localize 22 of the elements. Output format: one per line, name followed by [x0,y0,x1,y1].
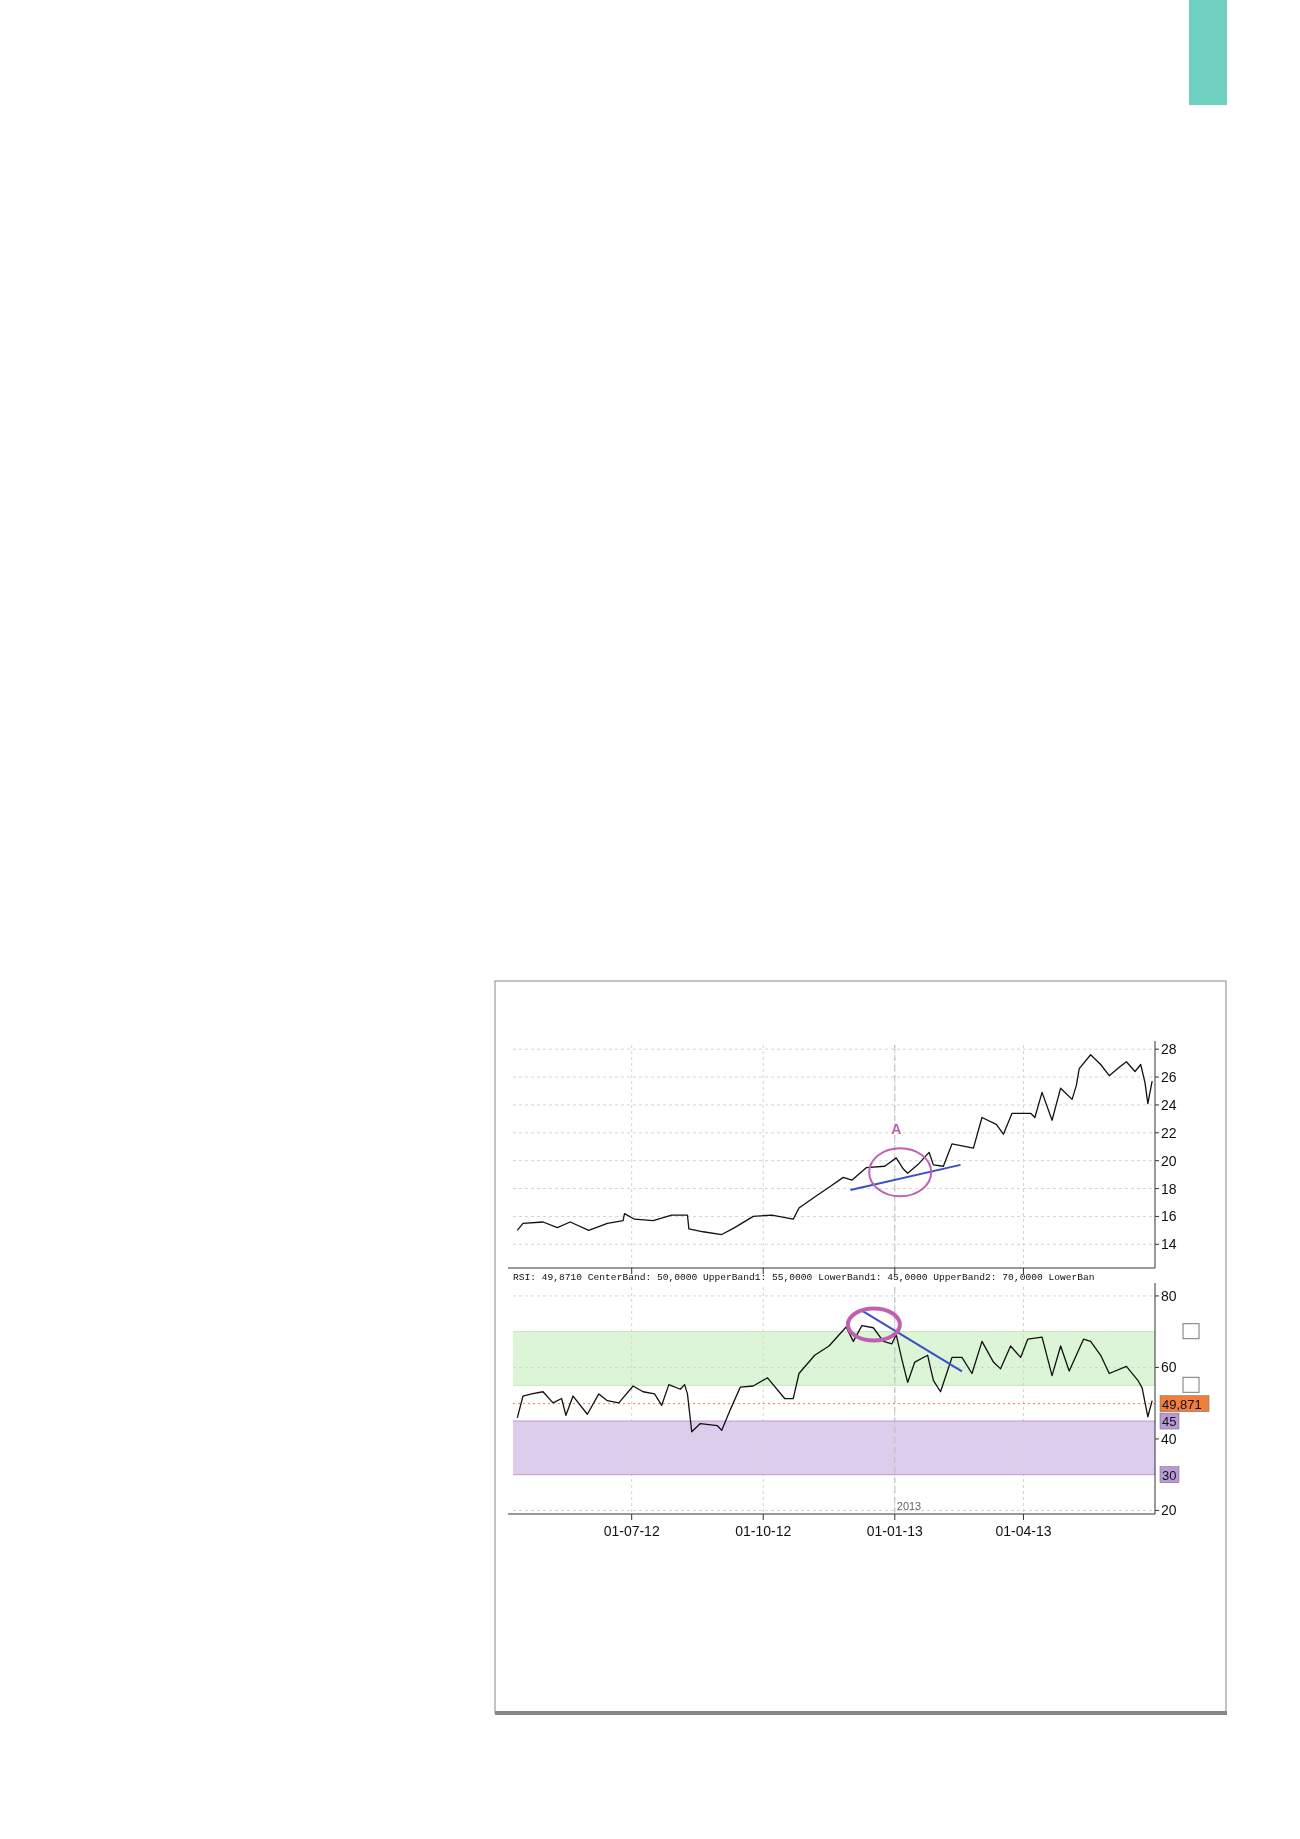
y-tick-label: 40 [1161,1430,1177,1447]
x-tick-label: 01-07-12 [603,1523,660,1539]
ref-line-label: 49,871 [1162,1396,1202,1412]
annotation: A [891,1121,902,1138]
ref-line-label: 45 [1162,1414,1177,1430]
y-tick-label: 26 [1161,1069,1177,1086]
ref-line-label: 30 [1162,1467,1177,1483]
y-tick-label: 20 [1161,1502,1177,1519]
y-tick-label: 80 [1161,1287,1177,1304]
chart-title: RSI: 49,8710 CenterBand: 50,0000 UpperBand1: 55,0000 LowerBand1: 45,0000 UpperBand2: 70,0000 LowerBan [513,1272,1095,1283]
y-tick-label: 20 [1161,1152,1177,1169]
y-tick-label: 14 [1161,1236,1177,1253]
y-tick-label: 60 [1161,1359,1177,1376]
y-tick-label: 18 [1161,1180,1177,1197]
y-tick-label: 24 [1161,1096,1177,1113]
y-tick-label: 16 [1161,1208,1177,1225]
ref-line-label: 2013 [896,1500,922,1512]
x-tick-label: 01-10-12 [735,1523,792,1539]
x-tick-label: 01-01-13 [866,1523,923,1539]
x-tick-label: 01-04-13 [995,1523,1052,1539]
y-tick-label: 28 [1161,1041,1177,1058]
y-tick-label: 22 [1161,1124,1177,1141]
